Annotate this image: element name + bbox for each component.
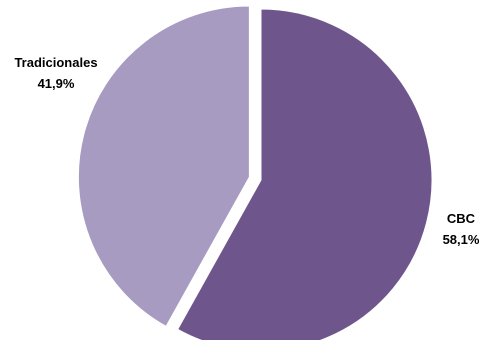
pie-slice-cbc: [176, 8, 433, 340]
slice-value-cbc: 58,1%: [443, 232, 480, 247]
slice-value-tradicionales: 41,9%: [38, 76, 75, 91]
slice-label-tradicionales: Tradicionales: [14, 55, 97, 70]
slice-label-cbc: CBC: [447, 211, 476, 226]
pie-slices: [77, 5, 433, 340]
pie-slice-tradicionales: [77, 5, 250, 327]
